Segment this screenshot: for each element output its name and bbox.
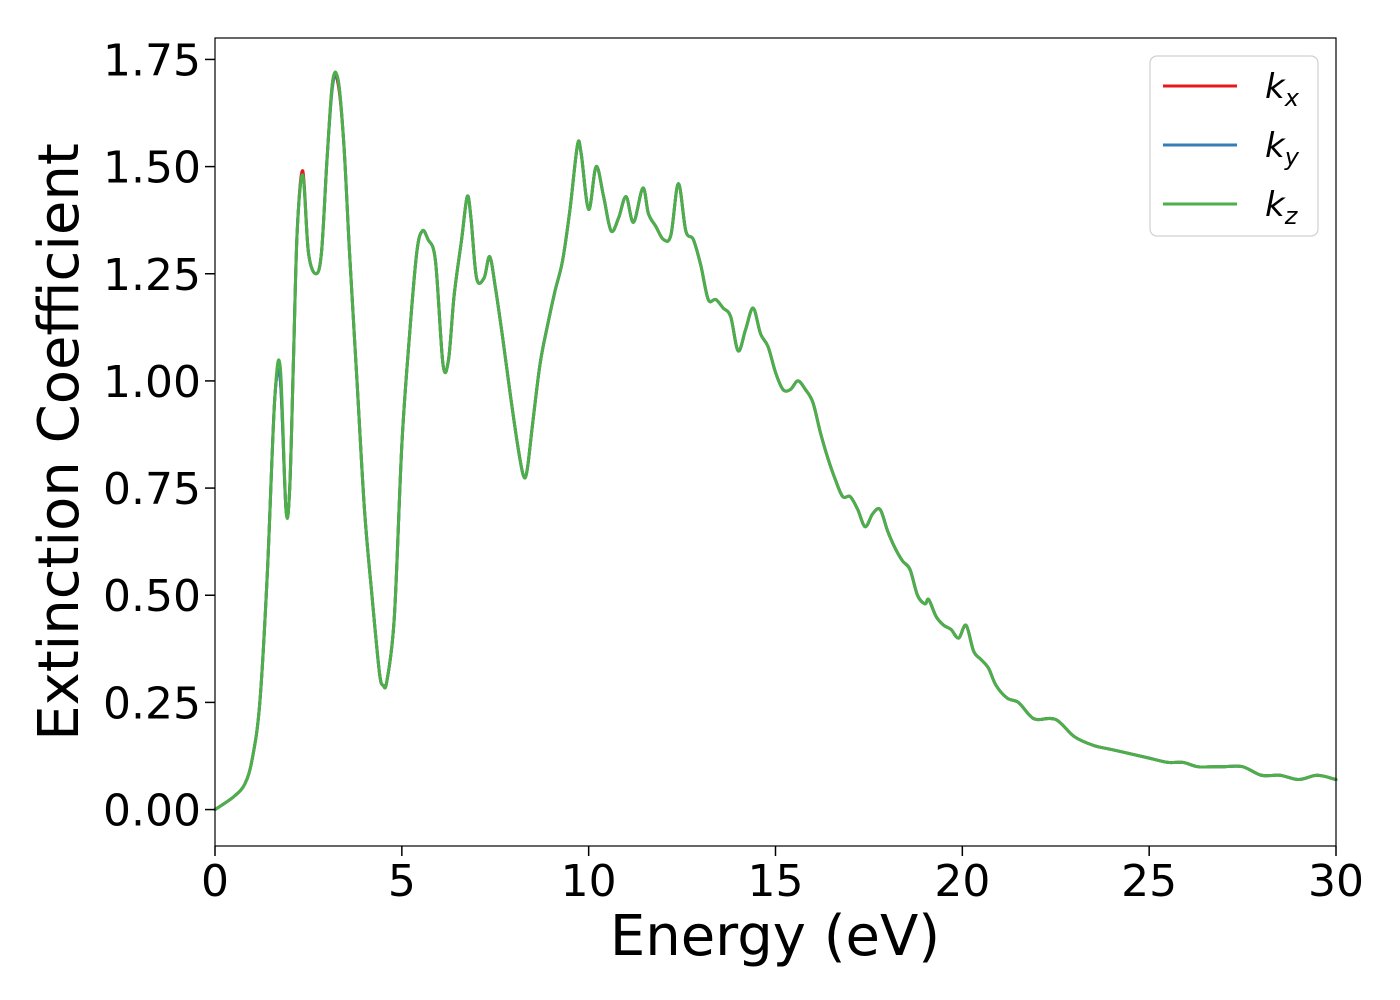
y-axis-label: Extinction Coefficient xyxy=(27,143,92,741)
y-tick-label: 0.50 xyxy=(103,571,201,622)
x-tick-label: 5 xyxy=(388,856,416,907)
y-tick-label: 1.25 xyxy=(103,250,201,301)
x-axis-label: Energy (eV) xyxy=(610,904,940,969)
y-tick-label: 1.50 xyxy=(103,143,201,194)
y-tick-label: 0.00 xyxy=(103,786,201,837)
y-axis: 0.00 0.25 0.50 0.75 1.00 1.25 1.50 1.75 xyxy=(103,35,215,837)
y-tick-label: 0.25 xyxy=(103,678,201,729)
legend-label-k-y: ky xyxy=(1265,126,1300,171)
y-tick-label: 0.75 xyxy=(103,464,201,515)
legend-label-k-x: kx xyxy=(1265,67,1300,112)
x-axis: 0 5 10 15 20 25 30 xyxy=(201,846,1364,907)
x-tick-label: 10 xyxy=(561,856,617,907)
x-tick-label: 25 xyxy=(1121,856,1177,907)
y-tick-label: 1.75 xyxy=(103,35,201,86)
y-tick-label: 1.00 xyxy=(103,357,201,408)
legend: kx ky kz xyxy=(1149,55,1319,237)
series-line-k-z xyxy=(213,70,1338,812)
x-tick-label: 15 xyxy=(748,856,804,907)
x-tick-label: 30 xyxy=(1308,856,1364,907)
x-tick-label: 0 xyxy=(201,856,229,907)
x-tick-label: 20 xyxy=(934,856,990,907)
series-layer xyxy=(213,70,1338,812)
legend-label-k-z: kz xyxy=(1265,185,1299,230)
